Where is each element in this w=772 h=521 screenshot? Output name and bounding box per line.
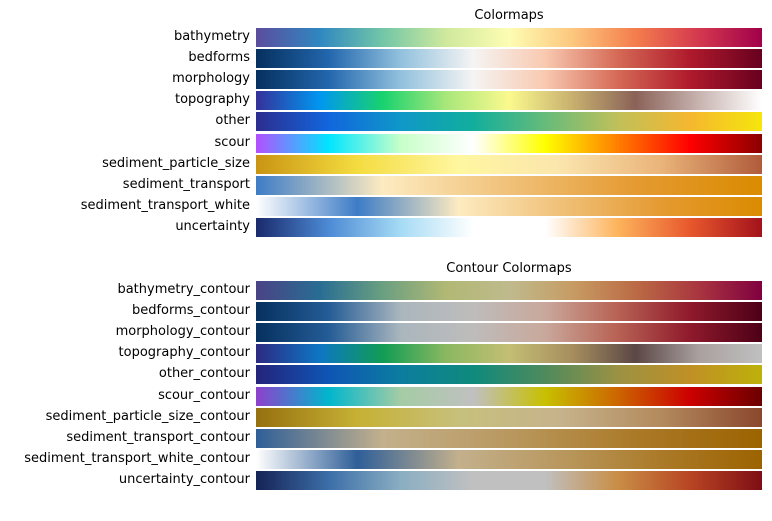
colormap-row: scour	[0, 133, 772, 154]
colormap-gradient-bar	[256, 407, 762, 427]
panel-title: Colormaps	[474, 8, 544, 23]
colormap-gradient-bar	[256, 154, 762, 174]
colormap-row: sediment_transport_contour	[0, 428, 772, 449]
colormap-row: uncertainty	[0, 217, 772, 238]
colormap-row: sediment_transport_white	[0, 196, 772, 217]
colormap-label: sediment_particle_size	[102, 155, 250, 171]
colormap-label: sediment_transport_contour	[66, 429, 250, 445]
colormap-gradient-bar	[256, 386, 762, 406]
colormap-row: topography	[0, 90, 772, 111]
colormap-gradient-bar	[256, 49, 762, 69]
colormap-row: sediment_particle_size_contour	[0, 407, 772, 428]
colormap-row: bedforms_contour	[0, 301, 772, 322]
colormap-label: scour_contour	[158, 387, 250, 403]
colormap-label: topography	[174, 92, 250, 108]
colormap-gradient-bar	[256, 133, 762, 153]
colormap-row: sediment_transport_white_contour	[0, 449, 772, 470]
colormap-gradient-bar	[256, 112, 762, 132]
colormap-row: topography_contour	[0, 343, 772, 364]
colormap-label: scour	[214, 134, 250, 150]
colormap-row: bathymetry_contour	[0, 280, 772, 301]
colormap-row: other	[0, 111, 772, 132]
colormap-gradient-bar	[256, 28, 762, 47]
colormap-gradient-bar	[256, 217, 762, 237]
colormap-gradient-bar	[256, 470, 762, 490]
colormap-gradient-bar	[256, 323, 762, 343]
colormap-label: uncertainty	[175, 218, 250, 234]
panel-title: Contour Colormaps	[446, 261, 572, 276]
colormap-label: other_contour	[158, 366, 250, 382]
colormap-label: uncertainty_contour	[118, 471, 250, 487]
colormap-gradient-bar	[256, 428, 762, 448]
colormap-label: topography_contour	[118, 345, 250, 361]
colormap-gradient-bar	[256, 302, 762, 322]
colormap-row: uncertainty_contour	[0, 470, 772, 491]
colormap-row: morphology_contour	[0, 322, 772, 343]
colormap-label: bathymetry_contour	[117, 282, 250, 297]
colormap-label: sediment_transport_white	[80, 197, 250, 213]
colormap-row: morphology	[0, 69, 772, 90]
colormap-gradient-bar	[256, 365, 762, 385]
colormap-row: bedforms	[0, 48, 772, 69]
colormap-row: sediment_transport	[0, 175, 772, 196]
colormap-label: sediment_transport_white_contour	[24, 450, 250, 466]
colormap-label: morphology	[172, 71, 250, 87]
colormap-gradient-bar	[256, 196, 762, 216]
colormap-label: sediment_particle_size_contour	[45, 408, 250, 424]
colormap-gradient-bar	[256, 344, 762, 364]
colormap-label: bedforms	[188, 50, 250, 66]
colormap-gradient-bar	[256, 91, 762, 111]
colormap-gradient-bar	[256, 281, 762, 300]
colormap-row: sediment_particle_size	[0, 154, 772, 175]
colormap-row: scour_contour	[0, 386, 772, 407]
colormap-gradient-bar	[256, 175, 762, 195]
colormap-label: morphology_contour	[115, 324, 250, 340]
colormap-row: other_contour	[0, 364, 772, 385]
colormap-row: bathymetry	[0, 27, 772, 48]
colormap-label: bedforms_contour	[131, 303, 250, 319]
colormap-label: bathymetry	[173, 29, 250, 44]
colormap-label: other	[215, 113, 250, 129]
colormap-label: sediment_transport	[122, 176, 250, 192]
colormap-gradient-bar	[256, 449, 762, 469]
colormap-gradient-bar	[256, 70, 762, 90]
